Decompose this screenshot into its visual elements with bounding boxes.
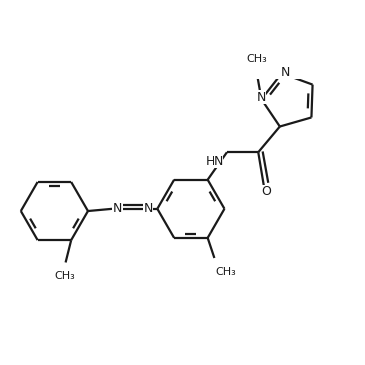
Text: CH₃: CH₃ [215,267,236,277]
Text: N: N [112,202,122,215]
Text: N: N [257,91,266,104]
Text: N: N [280,66,290,79]
Text: CH₃: CH₃ [246,54,267,64]
Text: N: N [144,202,153,215]
Text: H: H [206,155,215,168]
Text: O: O [261,185,271,198]
Text: CH₃: CH₃ [54,272,75,281]
Text: N: N [214,155,223,168]
